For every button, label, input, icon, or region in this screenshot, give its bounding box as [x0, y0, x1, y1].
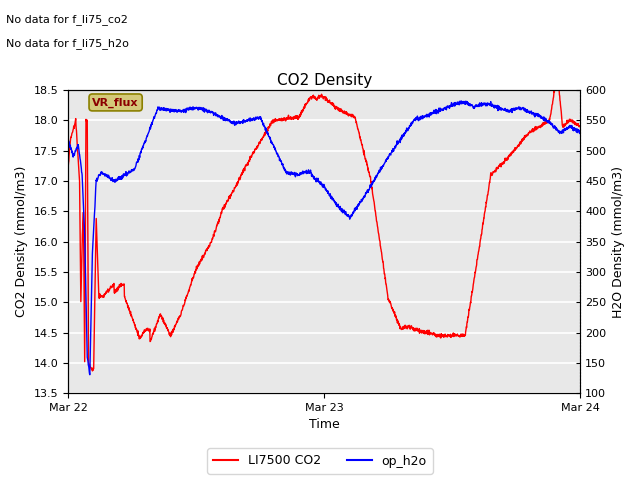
Y-axis label: CO2 Density (mmol/m3): CO2 Density (mmol/m3)	[15, 166, 28, 317]
Text: No data for f_li75_h2o: No data for f_li75_h2o	[6, 38, 129, 49]
Text: No data for f_li75_co2: No data for f_li75_co2	[6, 14, 128, 25]
Text: VR_flux: VR_flux	[92, 97, 139, 108]
Legend: LI7500 CO2, op_h2o: LI7500 CO2, op_h2o	[207, 448, 433, 474]
X-axis label: Time: Time	[309, 419, 340, 432]
Y-axis label: H2O Density (mmol/m3): H2O Density (mmol/m3)	[612, 166, 625, 318]
Title: CO2 Density: CO2 Density	[276, 72, 372, 87]
